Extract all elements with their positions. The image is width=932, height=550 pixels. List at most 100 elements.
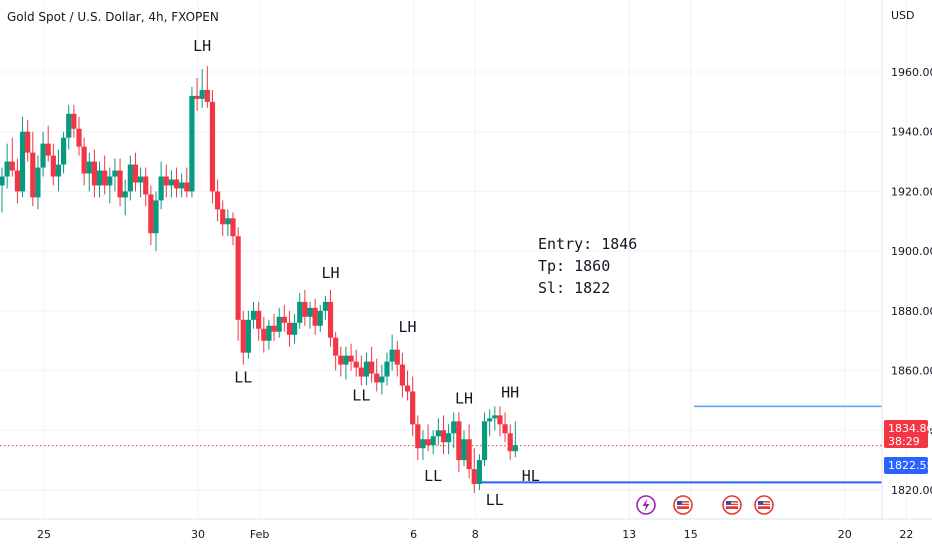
support-price-tag[interactable]: 1822.55 <box>884 457 932 474</box>
candle <box>173 167 180 198</box>
candle <box>209 89 216 204</box>
swing-labels: LH LL LH LL LH LL LH LL HH HL <box>193 37 540 509</box>
candle <box>276 307 282 338</box>
candle <box>250 301 257 329</box>
candle <box>9 137 15 177</box>
candle <box>112 158 118 192</box>
candle <box>297 292 303 329</box>
candle <box>55 149 62 192</box>
candle <box>466 424 472 479</box>
candle <box>81 137 87 186</box>
swing-label: LL <box>352 386 370 404</box>
candle <box>492 406 498 431</box>
candle <box>369 346 375 383</box>
candle <box>230 212 236 246</box>
entry-text: Entry: 1846 <box>538 235 637 253</box>
swing-label: LL <box>234 369 252 387</box>
candle <box>19 116 26 198</box>
candle <box>107 167 113 204</box>
candle <box>14 158 20 204</box>
time-tick-label: 8 <box>472 528 479 541</box>
candle <box>292 313 298 344</box>
symbol-title[interactable]: Gold Spot / U.S. Dollar, 4h, FXOPEN <box>7 10 219 24</box>
candle <box>389 334 395 371</box>
candle <box>158 161 164 210</box>
candle <box>446 424 452 455</box>
candle <box>435 418 441 446</box>
us-flag-icon[interactable] <box>754 495 774 515</box>
time-tick-label: 30 <box>191 528 205 541</box>
candle <box>307 301 313 329</box>
time-tick-label: 22 <box>899 528 913 541</box>
candle <box>35 155 41 210</box>
time-tick-label: 15 <box>684 528 698 541</box>
candle <box>91 149 97 198</box>
candle <box>240 310 246 365</box>
candle <box>399 352 405 398</box>
candle <box>30 131 36 207</box>
candle <box>471 448 477 493</box>
candle <box>502 412 508 443</box>
time-tick-label: 25 <box>37 528 51 541</box>
swing-label: LH <box>322 264 340 282</box>
candle <box>184 167 190 198</box>
candle <box>338 346 344 377</box>
time-tick-label: 13 <box>622 528 636 541</box>
candle <box>363 352 370 386</box>
candle <box>45 125 51 162</box>
candle <box>25 119 31 162</box>
candle <box>343 346 349 380</box>
swing-label: HH <box>501 383 519 401</box>
countdown-value: 38:29 <box>888 435 920 448</box>
candle <box>461 430 467 467</box>
economic-events[interactable] <box>636 495 774 515</box>
candle <box>512 421 518 458</box>
candle <box>189 86 195 198</box>
candle <box>61 131 67 174</box>
candle <box>415 415 421 461</box>
us-flag-icon[interactable] <box>722 495 742 515</box>
candle <box>199 69 205 108</box>
candle <box>122 179 128 216</box>
candle <box>40 131 46 177</box>
candles <box>0 66 518 493</box>
candle <box>476 454 482 490</box>
us-flag-icon[interactable] <box>673 495 693 515</box>
trade-note[interactable]: Entry: 1846 Tp: 1860 Sl: 1822 <box>538 235 637 297</box>
candle <box>358 355 364 386</box>
candle <box>235 227 241 341</box>
candle <box>245 310 251 359</box>
lightning-icon[interactable] <box>636 495 656 515</box>
candle <box>440 415 447 455</box>
swing-label: LH <box>193 37 211 55</box>
time-axis[interactable]: 2530Feb681315202227Mar <box>37 528 932 541</box>
candle <box>481 412 488 467</box>
candle <box>451 412 457 449</box>
candle <box>220 200 226 237</box>
grid <box>0 0 907 519</box>
candle <box>430 430 436 455</box>
candle <box>261 316 267 353</box>
support-price-value: 1822.55 <box>888 459 932 472</box>
time-tick-label: Feb <box>250 528 269 541</box>
candle <box>225 209 231 237</box>
swing-label: LH <box>455 389 473 407</box>
swing-label: LH <box>399 318 417 336</box>
candle <box>132 152 139 192</box>
currency-label[interactable]: USD <box>891 9 915 22</box>
candle <box>50 143 56 186</box>
candle <box>374 358 380 392</box>
time-tick-label: 6 <box>410 528 417 541</box>
last-price-tag[interactable]: 1834.86 38:29 <box>884 420 932 448</box>
candle <box>425 424 431 452</box>
candle <box>102 155 108 195</box>
candle <box>204 66 210 108</box>
candle <box>456 412 462 473</box>
candle <box>148 185 154 246</box>
horizontal-lines[interactable] <box>478 405 882 484</box>
price-tick-label: 1860.00 <box>891 365 932 378</box>
last-price-value: 1834.86 <box>888 422 932 435</box>
price-tick-label: 1940.00 <box>891 126 932 139</box>
candle <box>117 158 123 207</box>
